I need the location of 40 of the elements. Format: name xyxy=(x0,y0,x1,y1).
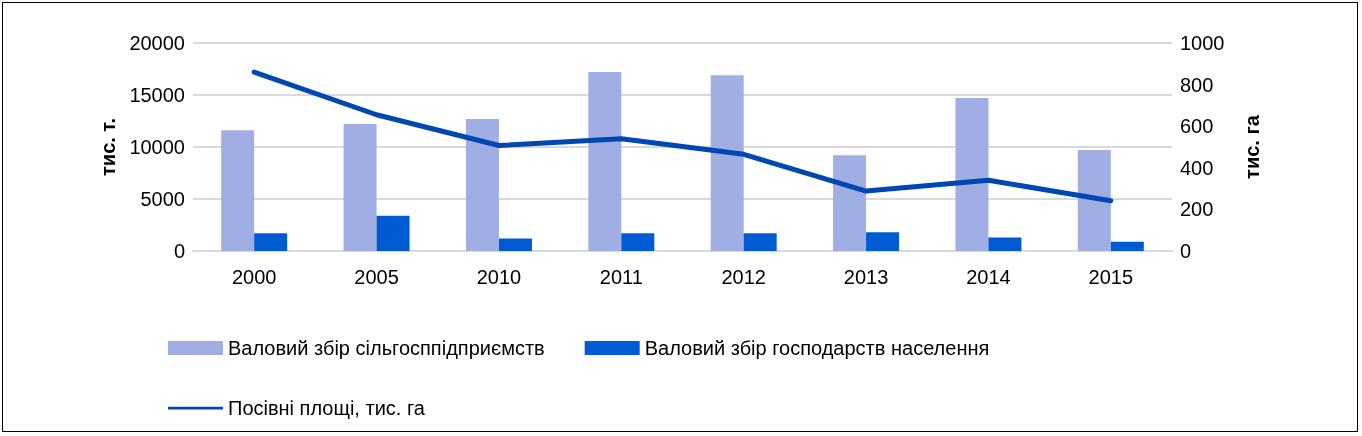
y2-tick-label: 200 xyxy=(1180,198,1214,221)
bar xyxy=(833,155,867,251)
bar xyxy=(866,232,900,251)
x-tick-label: 2010 xyxy=(476,266,522,288)
y2-tick-label: 600 xyxy=(1180,115,1214,138)
y2-tick-label: 1000 xyxy=(1180,32,1225,54)
x-tick-label: 2015 xyxy=(1088,266,1134,288)
bar xyxy=(254,233,288,251)
bar xyxy=(376,215,410,251)
legend-label: Валовий збір господарств населення xyxy=(644,337,990,359)
x-tick-label: 2005 xyxy=(354,266,399,288)
x-tick-label: 2000 xyxy=(231,266,277,288)
x-tick-label: 2014 xyxy=(966,266,1011,288)
legend-label: Валовий збір сільгосппідприємств xyxy=(228,337,545,359)
x-tick-label: 2011 xyxy=(599,266,643,288)
bar xyxy=(1110,241,1144,251)
bar xyxy=(588,72,622,251)
bar xyxy=(1077,150,1111,251)
bar xyxy=(621,233,655,251)
y-tick-label: 20000 xyxy=(129,32,185,54)
bar xyxy=(955,98,989,251)
bar xyxy=(743,233,777,251)
bar xyxy=(988,237,1022,251)
y-tick-label: 5000 xyxy=(140,188,185,210)
bar xyxy=(343,124,377,251)
y2-tick-label: 800 xyxy=(1180,73,1214,96)
y-axis-title: тис. т. xyxy=(97,118,120,176)
bar xyxy=(465,118,499,251)
y-tick-label: 15000 xyxy=(129,84,185,106)
bar xyxy=(221,130,255,251)
y2-tick-label: 0 xyxy=(1180,240,1192,262)
y-tick-label: 0 xyxy=(173,240,185,262)
bar xyxy=(498,238,532,251)
y-tick-label: 10000 xyxy=(129,136,185,158)
y2-tick-label: 400 xyxy=(1180,156,1214,179)
legend-label: Посівні площі, тис. га xyxy=(228,397,426,419)
bar xyxy=(710,75,744,251)
x-tick-label: 2013 xyxy=(843,266,889,288)
x-tick-label: 2012 xyxy=(721,266,766,288)
y2-axis-title: тис. га xyxy=(1241,114,1263,179)
